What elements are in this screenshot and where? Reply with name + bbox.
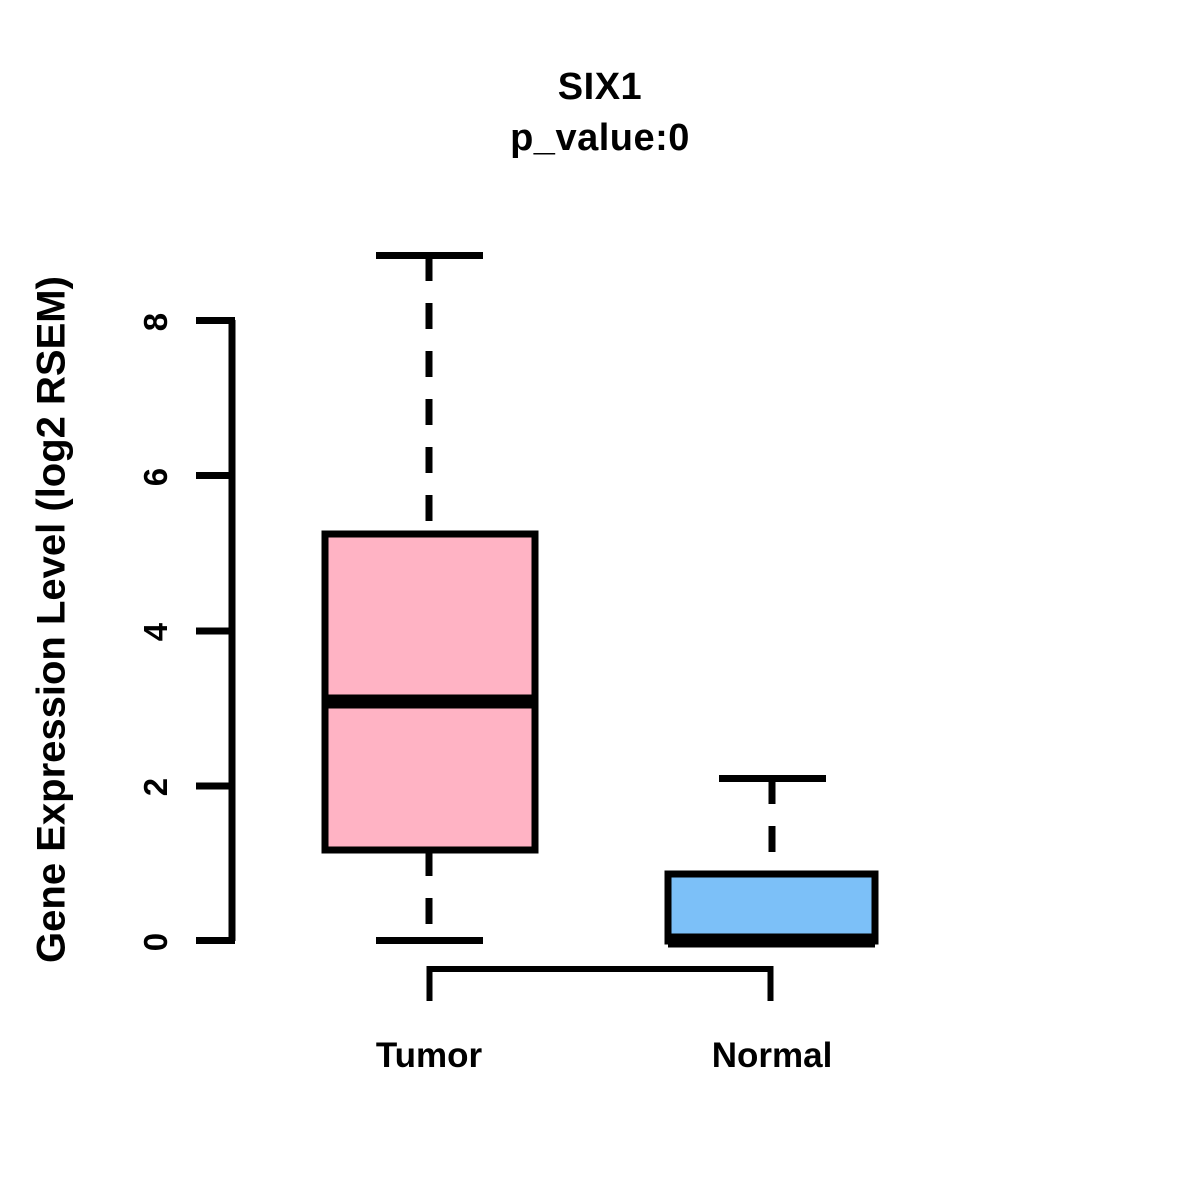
box-body-normal: [664, 870, 879, 945]
box-normal: [664, 775, 879, 948]
box-body-tumor: [321, 530, 539, 854]
y-tick-label-2: 2: [137, 777, 174, 797]
y-tick-label-0: 0: [137, 932, 174, 952]
x-axis: [426, 966, 774, 1001]
x-tick-label-normal: Normal: [711, 1036, 833, 1075]
y-tick-label-4: 4: [137, 622, 174, 642]
y-tick-label-8: 8: [137, 312, 174, 332]
box-tumor: [321, 252, 539, 944]
y-tick-label-6: 6: [137, 467, 174, 487]
y-axis: [196, 317, 236, 944]
x-tick-label-tumor: Tumor: [375, 1036, 483, 1075]
